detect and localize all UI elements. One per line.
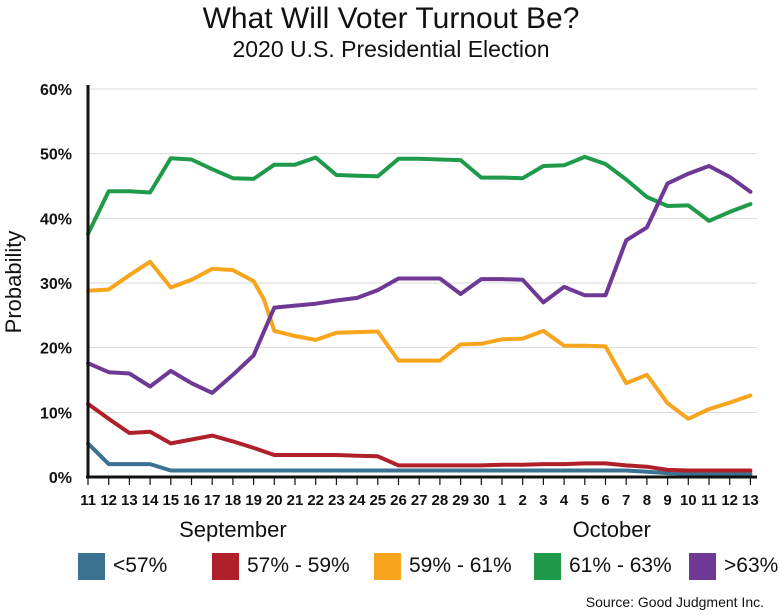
legend-label: 57% - 59% xyxy=(247,554,350,577)
axis-layer: 0%10%20%30%40%50%60%11 12 13 14 15 16 17 18 19 20… xyxy=(40,82,759,542)
legend-label: >63% xyxy=(724,554,779,577)
series-line-1 xyxy=(86,441,753,476)
legend-item: <57% xyxy=(78,548,167,584)
x-tick-label: 10 xyxy=(680,492,697,509)
grid-layer xyxy=(88,88,757,413)
x-tick-label: 25 xyxy=(369,492,386,509)
legend-item: 57% - 59% xyxy=(212,548,350,584)
x-tick-label: 15 xyxy=(162,492,179,509)
x-tick-label: 29 xyxy=(452,492,469,509)
x-tick-label: 11 xyxy=(701,492,717,509)
y-tick-label: 10% xyxy=(40,405,72,422)
source-note: Source: Good Judgment Inc. xyxy=(585,594,764,610)
chart-subtitle: 2020 U.S. Presidential Election xyxy=(232,36,550,62)
x-tick-label: 19 xyxy=(245,492,262,509)
x-tick-label: 24 xyxy=(349,492,366,509)
legend-swatch xyxy=(534,552,561,580)
x-tick-label: 11 xyxy=(80,492,96,509)
x-tick-label: 9 xyxy=(663,492,671,509)
x-tick-label: 30 xyxy=(473,492,490,509)
x-tick-label: 13 xyxy=(121,492,138,509)
x-tick-label: 17 xyxy=(204,492,221,509)
chart-title: What Will Voter Turnout Be? xyxy=(202,2,580,35)
legend-item: 61% - 63% xyxy=(534,548,672,584)
legend-swatch xyxy=(374,552,401,580)
y-tick-label: 30% xyxy=(40,276,72,293)
series-line-2 xyxy=(86,401,753,473)
x-tick-label: 2 xyxy=(519,492,527,509)
legend-swatch xyxy=(78,552,105,580)
x-tick-label: 22 xyxy=(307,492,324,509)
x-tick-label: 1 xyxy=(498,492,506,509)
x-tick-label: 21 xyxy=(287,492,304,509)
x-tick-label: 8 xyxy=(643,492,651,509)
legend-item: 59% - 61% xyxy=(374,548,512,584)
x-tick-label: 27 xyxy=(411,492,428,509)
y-tick-label: 0% xyxy=(49,470,72,487)
x-tick-label: 26 xyxy=(390,492,407,509)
x-tick-label: 13 xyxy=(742,492,759,509)
y-tick-label: 40% xyxy=(40,211,72,228)
legend-label: <57% xyxy=(113,554,168,577)
y-tick-label: 60% xyxy=(40,82,72,99)
x-tick-label: 16 xyxy=(183,492,200,509)
legend-swatch xyxy=(689,552,716,580)
series-line-5 xyxy=(86,164,753,395)
x-tick-label: 18 xyxy=(225,492,242,509)
month-label: September xyxy=(179,517,287,542)
y-axis-label: Probability xyxy=(1,231,26,334)
x-tick-label: 14 xyxy=(142,492,159,509)
legend-label: 59% - 61% xyxy=(409,554,512,577)
legend-swatch xyxy=(212,552,239,580)
x-tick-label: 20 xyxy=(266,492,283,509)
y-tick-label: 50% xyxy=(40,147,72,164)
x-tick-label: 28 xyxy=(432,492,449,509)
x-tick-label: 4 xyxy=(560,492,569,509)
series-layer xyxy=(86,154,753,476)
legend-item: >63% xyxy=(689,548,778,584)
series-line-4 xyxy=(86,154,753,236)
x-tick-label: 5 xyxy=(581,492,589,509)
chart-legend: <57% 57% - 59% 59% - 61% 61% - 63% >63% xyxy=(0,548,782,584)
x-tick-label: 12 xyxy=(721,492,738,509)
x-tick-label: 23 xyxy=(328,492,345,509)
x-tick-label: 7 xyxy=(622,492,630,509)
series-line-3 xyxy=(86,259,753,421)
y-tick-label: 20% xyxy=(40,341,72,358)
x-tick-label: 12 xyxy=(100,492,117,509)
x-tick-label: 3 xyxy=(539,492,547,509)
x-tick-label: 6 xyxy=(601,492,609,509)
legend-label: 61% - 63% xyxy=(569,554,672,577)
month-label: October xyxy=(573,517,651,542)
